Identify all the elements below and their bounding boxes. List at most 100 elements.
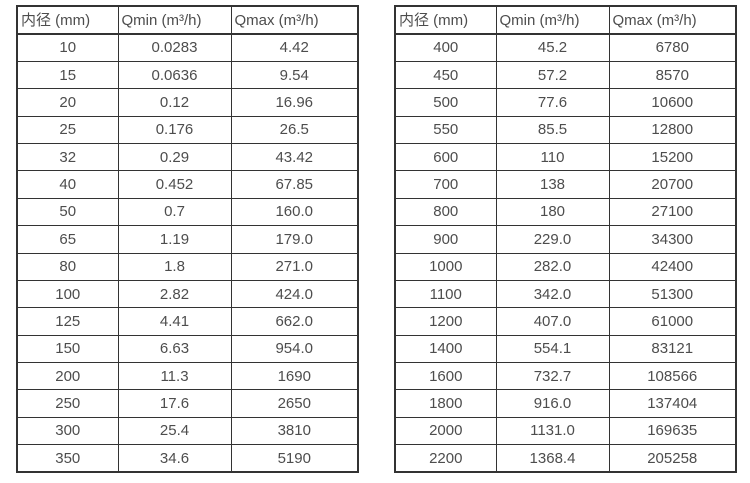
table-row: 50 0.7 160.0 — [16, 197, 359, 227]
table-cell: 125 — [16, 307, 119, 336]
table-cell: 271.0 — [230, 252, 359, 281]
table-cell: 27100 — [608, 197, 737, 227]
table-cell: 26.5 — [230, 115, 359, 145]
table-cell: 15 — [16, 60, 119, 90]
table-cell: 1690 — [230, 361, 359, 391]
table-cell: 11.3 — [117, 361, 232, 391]
table-row: 700 138 20700 — [394, 170, 737, 199]
table-cell: 50 — [16, 197, 119, 227]
table-cell: 350 — [16, 444, 119, 473]
table-row: 200 11.3 1690 — [16, 361, 359, 391]
table-row: 32 0.29 43.42 — [16, 142, 359, 172]
table-cell: 0.0636 — [117, 60, 232, 90]
table-cell: 180 — [495, 197, 610, 227]
table-row: 80 1.8 271.0 — [16, 252, 359, 281]
table-row: 20 0.12 16.96 — [16, 88, 359, 117]
table-cell: 34300 — [608, 225, 737, 254]
table-row: 1000 282.0 42400 — [394, 252, 737, 281]
table-row: 150 6.63 954.0 — [16, 334, 359, 364]
header-diameter: 内径 (mm) — [16, 5, 119, 35]
table-cell: 108566 — [608, 361, 737, 391]
table-cell: 1368.4 — [495, 444, 610, 473]
table-cell: 0.7 — [117, 197, 232, 227]
table-row: 125 4.41 662.0 — [16, 307, 359, 336]
header-row: 内径 (mm) Qmin (m³/h) Qmax (m³/h) — [394, 5, 737, 35]
table-row: 40 0.452 67.85 — [16, 170, 359, 199]
table-cell: 150 — [16, 334, 119, 364]
tables-container: 内径 (mm) Qmin (m³/h) Qmax (m³/h) 10 0.0283… — [16, 5, 737, 473]
table-cell: 500 — [394, 88, 497, 117]
header-qmin: Qmin (m³/h) — [495, 5, 610, 35]
header-qmax: Qmax (m³/h) — [230, 5, 359, 35]
table-cell: 900 — [394, 225, 497, 254]
header-qmin: Qmin (m³/h) — [117, 5, 232, 35]
table-cell: 160.0 — [230, 197, 359, 227]
table-cell: 42400 — [608, 252, 737, 281]
table-cell: 1100 — [394, 279, 497, 309]
table-cell: 800 — [394, 197, 497, 227]
table-cell: 51300 — [608, 279, 737, 309]
table-cell: 34.6 — [117, 444, 232, 473]
table-cell: 916.0 — [495, 389, 610, 418]
table-row: 400 45.2 6780 — [394, 33, 737, 62]
table-cell: 229.0 — [495, 225, 610, 254]
table-cell: 6780 — [608, 33, 737, 62]
table-row: 10 0.0283 4.42 — [16, 33, 359, 62]
table-cell: 2650 — [230, 389, 359, 418]
table-cell: 2000 — [394, 416, 497, 446]
table-row: 450 57.2 8570 — [394, 60, 737, 90]
table-row: 250 17.6 2650 — [16, 389, 359, 418]
table-cell: 0.29 — [117, 142, 232, 172]
table-row: 2000 1131.0 169635 — [394, 416, 737, 446]
table-cell: 25.4 — [117, 416, 232, 446]
table-cell: 40 — [16, 170, 119, 199]
table-cell: 282.0 — [495, 252, 610, 281]
table-row: 900 229.0 34300 — [394, 225, 737, 254]
table-cell: 1000 — [394, 252, 497, 281]
table-cell: 32 — [16, 142, 119, 172]
table-cell: 17.6 — [117, 389, 232, 418]
flow-spec-table-left: 内径 (mm) Qmin (m³/h) Qmax (m³/h) 10 0.0283… — [16, 5, 359, 473]
table-row: 2200 1368.4 205258 — [394, 444, 737, 473]
table-row: 65 1.19 179.0 — [16, 225, 359, 254]
table-cell: 179.0 — [230, 225, 359, 254]
table-cell: 83121 — [608, 334, 737, 364]
table-cell: 65 — [16, 225, 119, 254]
table-row: 1800 916.0 137404 — [394, 389, 737, 418]
table-cell: 85.5 — [495, 115, 610, 145]
table-row: 550 85.5 12800 — [394, 115, 737, 145]
table-cell: 1.8 — [117, 252, 232, 281]
table-cell: 205258 — [608, 444, 737, 473]
table-cell: 6.63 — [117, 334, 232, 364]
table-cell: 550 — [394, 115, 497, 145]
table-cell: 0.0283 — [117, 33, 232, 62]
table-cell: 9.54 — [230, 60, 359, 90]
header-qmax: Qmax (m³/h) — [608, 5, 737, 35]
table-cell: 4.42 — [230, 33, 359, 62]
table-cell: 25 — [16, 115, 119, 145]
table-cell: 16.96 — [230, 88, 359, 117]
table-cell: 20700 — [608, 170, 737, 199]
table-cell: 80 — [16, 252, 119, 281]
table-cell: 110 — [495, 142, 610, 172]
header-row: 内径 (mm) Qmin (m³/h) Qmax (m³/h) — [16, 5, 359, 35]
table-cell: 5190 — [230, 444, 359, 473]
table-cell: 15200 — [608, 142, 737, 172]
table-row: 25 0.176 26.5 — [16, 115, 359, 145]
table-row: 350 34.6 5190 — [16, 444, 359, 473]
table-cell: 3810 — [230, 416, 359, 446]
table-cell: 300 — [16, 416, 119, 446]
table-cell: 138 — [495, 170, 610, 199]
table-cell: 0.452 — [117, 170, 232, 199]
table-cell: 169635 — [608, 416, 737, 446]
table-cell: 77.6 — [495, 88, 610, 117]
table-cell: 1200 — [394, 307, 497, 336]
table-cell: 450 — [394, 60, 497, 90]
table-cell: 1131.0 — [495, 416, 610, 446]
table-row: 300 25.4 3810 — [16, 416, 359, 446]
table-cell: 1800 — [394, 389, 497, 418]
table-cell: 700 — [394, 170, 497, 199]
table-cell: 600 — [394, 142, 497, 172]
table-body: 400 45.2 6780 450 57.2 8570 500 77.6 10600 550 85.… — [394, 33, 737, 473]
